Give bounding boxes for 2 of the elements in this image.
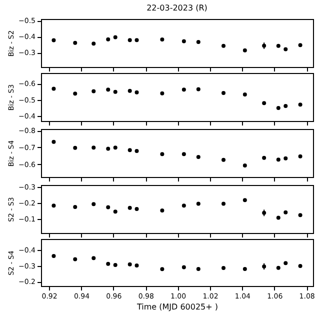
x-axis-title: Time (MJD 60025+ ): [136, 302, 218, 312]
chart-title: 22-03-2023 (R): [146, 4, 208, 13]
